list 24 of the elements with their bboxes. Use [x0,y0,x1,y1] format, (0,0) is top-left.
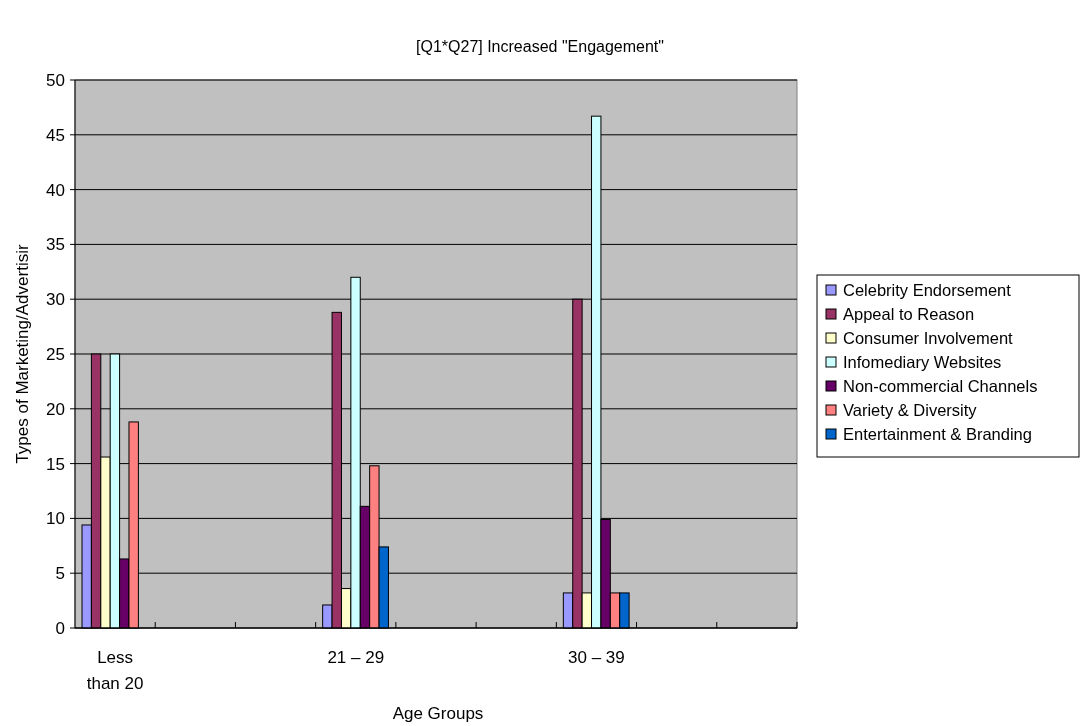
y-tick-label: 20 [46,399,65,419]
legend-label: Non-commercial Channels [843,376,1038,395]
legend-label: Variety & Diversity [843,400,978,419]
y-tick-label: 35 [46,235,65,255]
legend-label: Consumer Involvement [843,328,1014,347]
legend-label: Infomediary Websites [843,352,1002,371]
legend-label: Celebrity Endorsement [843,280,1012,299]
y-tick-label: 40 [46,180,65,200]
x-axis-title: Age Groups [392,704,484,723]
y-tick-label: 5 [55,564,65,584]
y-tick-label: 15 [46,454,65,474]
y-tick-label: 25 [46,344,65,364]
y-tick-label: 45 [46,125,65,145]
y-tick-label: 0 [55,618,65,638]
x-tick-label: 21 – 29 [327,648,385,667]
y-tick-label: 50 [46,70,65,90]
y-axis-title: Types of Marketing/Advertisir [13,244,32,464]
chart-title: [Q1*Q27] Increased "Engagement" [416,38,664,55]
y-tick-label: 10 [46,509,65,529]
x-tick-label: 30 – 39 [568,648,625,667]
x-tick-label: Less than 20 [86,648,144,693]
legend-label: Appeal to Reason [843,304,975,323]
legend-label: Entertainment & Branding [843,424,1032,443]
y-tick-label: 30 [46,290,65,310]
